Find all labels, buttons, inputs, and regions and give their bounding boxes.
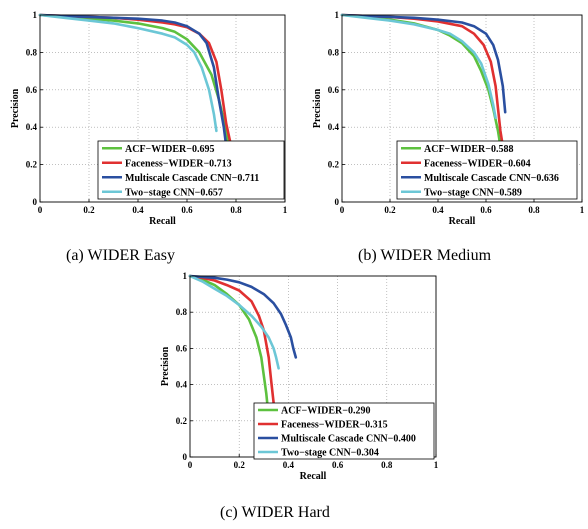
x-tick-label: 1 <box>580 205 585 215</box>
y-tick-label: 1 <box>335 10 340 20</box>
chart-svg-easy: 0 0.2 0.4 0.6 0.8 1 0 0.2 0.4 0.6 0.8 1 Recall Precis… <box>10 10 288 227</box>
y-tick-label: 0.6 <box>328 85 340 95</box>
chart-wider-hard: 0 0.2 0.4 0.6 0.8 1 0 0.2 0.4 0.6 0.8 1 Recall Precis… <box>150 266 444 496</box>
chart-svg-hard: 0 0.2 0.4 0.6 0.8 1 0 0.2 0.4 0.6 0.8 1 Recall Precis… <box>160 271 439 482</box>
series-line-1 <box>188 274 273 441</box>
x-tick-label: 0.8 <box>381 460 393 470</box>
caption-wider-hard: (c) WIDER Hard <box>220 504 330 521</box>
y-axis-label: Precision <box>312 88 323 128</box>
series-line-3 <box>38 13 228 148</box>
series-line-4 <box>188 274 280 370</box>
y-tick-label: 0 <box>335 197 340 207</box>
y-tick-label: 1 <box>183 271 188 281</box>
legend-entry: Faceness−WIDER−0.315 <box>281 420 388 431</box>
chart-svg-medium: 0 0.2 0.4 0.6 0.8 1 0 0.2 0.4 0.6 0.8 1 Recall Precis… <box>312 10 585 227</box>
series-line-4 <box>340 13 497 120</box>
chart-wider-easy: 0 0.2 0.4 0.6 0.8 1 0 0.2 0.4 0.6 0.8 1 Recall Precis… <box>0 0 294 245</box>
x-tick-label: 0.4 <box>283 460 295 470</box>
y-tick-label: 0.8 <box>26 47 38 57</box>
y-tick-label: 0.6 <box>176 343 188 353</box>
y-tick-label: 0.8 <box>328 47 340 57</box>
legend-entry: Faceness−WIDER−0.604 <box>424 158 531 169</box>
y-tick-label: 0.8 <box>176 307 188 317</box>
series-line-1 <box>38 13 238 200</box>
legend-entry: Two−stage CNN−0.589 <box>424 187 522 198</box>
caption-wider-easy: (a) WIDER Easy <box>66 247 175 264</box>
x-axis-label: Recall <box>449 216 476 227</box>
x-tick-label: 0.2 <box>83 205 95 215</box>
legend-entry: ACF−WIDER−0.588 <box>424 144 513 155</box>
x-tick-label: 0.8 <box>230 205 242 215</box>
legend-entry: Multiscale Cascade CNN−0.400 <box>281 434 416 445</box>
x-tick-label: 1 <box>283 205 288 215</box>
legend-entry: ACF−WIDER−0.290 <box>281 406 370 417</box>
x-tick-label: 0 <box>188 460 193 470</box>
legend-box <box>396 140 578 200</box>
series-line-3 <box>340 13 507 114</box>
x-tick-label: 0.4 <box>132 205 144 215</box>
axes-frame <box>39 14 286 203</box>
axes-frame <box>341 14 583 203</box>
legend-entry: Two−stage CNN−0.304 <box>281 448 379 459</box>
x-tick-label: 0 <box>340 205 345 215</box>
y-tick-label: 0.2 <box>26 160 38 170</box>
x-tick-label: 1 <box>434 460 439 470</box>
y-tick-label: 0.4 <box>328 122 340 132</box>
caption-wider-medium: (b) WIDER Medium <box>358 247 492 264</box>
y-tick-label: 0.4 <box>176 380 188 390</box>
x-axis-label: Recall <box>149 216 176 227</box>
legend-entry: Two−stage CNN−0.657 <box>125 187 223 198</box>
y-tick-label: 0.2 <box>328 160 340 170</box>
series-line-2 <box>188 274 278 426</box>
x-tick-label: 0.4 <box>432 205 444 215</box>
x-tick-label: 0.6 <box>181 205 193 215</box>
x-tick-label: 0.6 <box>332 460 344 470</box>
y-axis-label: Precision <box>160 346 171 386</box>
series-line-4 <box>38 13 218 133</box>
chart-wider-medium: 0 0.2 0.4 0.6 0.8 1 0 0.2 0.4 0.6 0.8 1 Recall Precis… <box>302 0 588 245</box>
y-tick-label: 0.6 <box>26 85 38 95</box>
legend-entry: Multiscale Cascade CNN−0.636 <box>424 173 559 184</box>
x-tick-label: 0.6 <box>480 205 492 215</box>
legend-box <box>253 402 435 460</box>
legend-entry: ACF−WIDER−0.695 <box>125 144 214 155</box>
y-tick-label: 0.2 <box>176 416 188 426</box>
y-tick-label: 1 <box>33 10 38 20</box>
x-tick-label: 0 <box>38 205 43 215</box>
y-tick-label: 0.4 <box>26 122 38 132</box>
x-tick-label: 0.2 <box>234 460 246 470</box>
x-tick-label: 0.8 <box>528 205 540 215</box>
y-tick-label: 0 <box>33 197 38 207</box>
legend-entry: Multiscale Cascade CNN−0.711 <box>125 173 259 184</box>
series-line-3 <box>188 274 298 359</box>
y-axis-label: Precision <box>10 88 21 128</box>
x-axis-label: Recall <box>300 471 327 482</box>
x-tick-label: 0.2 <box>384 205 396 215</box>
legend-box <box>97 140 285 200</box>
y-tick-label: 0 <box>183 452 188 462</box>
legend-entry: Faceness−WIDER−0.713 <box>125 158 232 169</box>
